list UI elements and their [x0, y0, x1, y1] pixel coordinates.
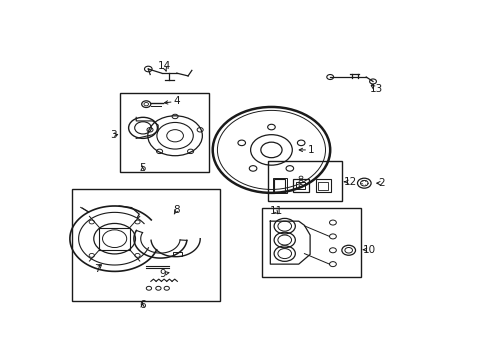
- Text: 9: 9: [159, 269, 165, 279]
- Bar: [316, 179, 330, 192]
- Bar: [262, 208, 360, 278]
- Bar: [274, 179, 285, 192]
- Text: 1: 1: [307, 145, 314, 155]
- Text: 3: 3: [110, 130, 117, 140]
- Text: 8: 8: [173, 204, 180, 215]
- Text: 4: 4: [173, 96, 180, 107]
- Text: 13: 13: [369, 84, 382, 94]
- Bar: [120, 93, 208, 172]
- Text: 11: 11: [269, 207, 282, 216]
- Text: 6: 6: [139, 300, 145, 310]
- Bar: [173, 252, 182, 256]
- Text: 7: 7: [94, 264, 100, 274]
- Bar: [296, 182, 304, 189]
- Bar: [267, 161, 341, 201]
- Text: 12: 12: [343, 177, 356, 187]
- Text: 5: 5: [139, 163, 145, 174]
- Bar: [293, 179, 308, 192]
- Text: 10: 10: [362, 245, 375, 255]
- Text: 14: 14: [157, 61, 170, 71]
- Text: 2: 2: [377, 178, 384, 188]
- Bar: [272, 178, 286, 193]
- Bar: [318, 182, 327, 190]
- Bar: [72, 189, 220, 301]
